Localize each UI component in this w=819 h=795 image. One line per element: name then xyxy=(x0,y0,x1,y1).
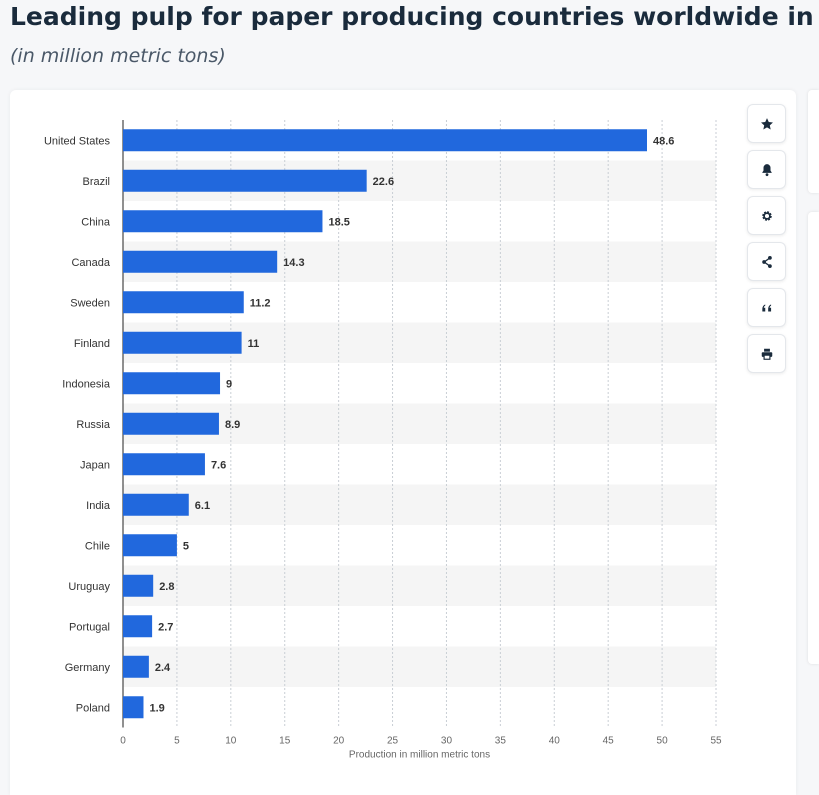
category-label: Sweden xyxy=(70,297,110,309)
bar xyxy=(123,493,189,516)
notification-button[interactable] xyxy=(747,150,786,189)
row-band xyxy=(123,484,716,525)
x-tick-label: 30 xyxy=(441,736,453,747)
x-tick-label: 45 xyxy=(603,736,615,747)
bar xyxy=(123,534,177,557)
value-label: 14.3 xyxy=(283,257,304,269)
bell-icon xyxy=(761,163,772,176)
x-tick-label: 15 xyxy=(279,736,291,747)
x-tick-label: 0 xyxy=(120,736,126,747)
category-label: Brazil xyxy=(82,176,110,188)
x-axis-title: Production in million metric tons xyxy=(349,750,490,761)
settings-button[interactable] xyxy=(747,196,786,235)
value-label: 7.6 xyxy=(211,459,226,471)
bar xyxy=(123,372,221,395)
category-label: Chile xyxy=(85,540,110,552)
side-panel-top xyxy=(808,90,819,193)
row-band xyxy=(123,403,716,444)
x-tick-label: 10 xyxy=(225,736,237,747)
category-label: Finland xyxy=(74,338,110,350)
value-label: 1.9 xyxy=(149,702,164,714)
value-label: 2.7 xyxy=(158,621,173,633)
x-tick-label: 55 xyxy=(710,736,722,747)
value-label: 8.9 xyxy=(225,419,240,431)
category-label: Indonesia xyxy=(62,378,111,390)
value-label: 6.1 xyxy=(195,500,210,512)
bar xyxy=(123,655,149,678)
value-label: 2.8 xyxy=(159,581,174,593)
value-label: 22.6 xyxy=(373,176,394,188)
bar xyxy=(123,250,278,273)
x-tick-label: 50 xyxy=(657,736,669,747)
print-button[interactable] xyxy=(747,334,786,373)
bar xyxy=(123,615,153,638)
side-panel-bottom xyxy=(808,212,819,664)
star-icon xyxy=(760,117,773,129)
value-label: 9 xyxy=(226,378,232,390)
gear-icon xyxy=(761,210,772,221)
x-tick-label: 5 xyxy=(174,736,180,747)
value-label: 11 xyxy=(248,338,260,350)
bar xyxy=(123,574,154,597)
bar xyxy=(123,210,323,233)
category-label: Portugal xyxy=(69,621,110,633)
bar xyxy=(123,129,647,152)
row-band xyxy=(123,565,716,606)
bar xyxy=(123,331,242,354)
bar xyxy=(123,453,205,476)
value-label: 5 xyxy=(183,540,189,552)
favorite-button[interactable] xyxy=(747,104,786,143)
category-label: Russia xyxy=(76,419,111,431)
quote-icon xyxy=(761,304,771,311)
value-label: 11.2 xyxy=(250,297,271,309)
cite-button[interactable] xyxy=(747,288,786,327)
category-label: China xyxy=(81,216,111,228)
share-icon xyxy=(761,255,772,268)
printer-icon xyxy=(761,348,772,360)
category-label: Canada xyxy=(71,257,110,269)
value-label: 18.5 xyxy=(328,216,349,228)
category-label: Poland xyxy=(76,702,110,714)
x-tick-label: 25 xyxy=(387,736,399,747)
row-band xyxy=(123,646,716,687)
category-label: Uruguay xyxy=(68,581,110,593)
page-title: Leading pulp for paper producing countri… xyxy=(10,2,819,31)
share-button[interactable] xyxy=(747,242,786,281)
category-label: India xyxy=(86,500,111,512)
category-label: Germany xyxy=(65,662,111,674)
x-tick-label: 40 xyxy=(549,736,561,747)
x-tick-label: 20 xyxy=(333,736,345,747)
page-subtitle: (in million metric tons) xyxy=(10,45,226,67)
bar xyxy=(123,169,367,192)
bar xyxy=(123,291,244,314)
bar xyxy=(123,412,219,435)
category-label: Japan xyxy=(80,459,110,471)
value-label: 2.4 xyxy=(155,662,171,674)
x-tick-label: 35 xyxy=(495,736,507,747)
category-label: United States xyxy=(44,135,111,147)
value-label: 48.6 xyxy=(653,135,674,147)
bar xyxy=(123,696,144,719)
